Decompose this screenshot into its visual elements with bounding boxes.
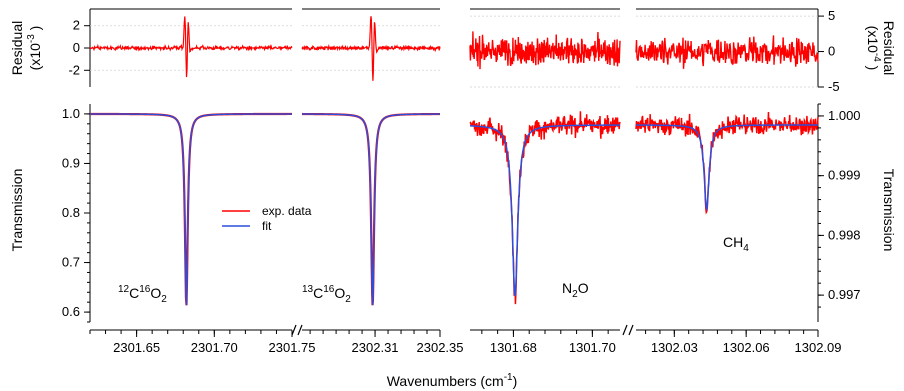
x-axis-title: Wavenumbers (cm-1) <box>387 372 518 389</box>
right-seg1-xtick-label: 1302.09 <box>795 340 842 355</box>
left-seg0-xtick-label: 2301.65 <box>113 340 160 355</box>
label-ch4: CH4 <box>723 234 749 254</box>
axis-labels: 1.0 0.9 0.8 0.7 0.6 2 0 -2 2301.65 2301.70 2301.75… <box>62 8 861 355</box>
right-seg0-residual-trace <box>469 31 621 70</box>
left-seg1-residual-trace <box>301 16 441 81</box>
right-seg0-fit-trace <box>469 124 620 296</box>
label-13co2: 13C16O2 <box>302 284 351 305</box>
left-res-ytick-label: 2 <box>73 18 80 33</box>
left-res-ytick-label: 0 <box>73 40 80 55</box>
right-res-ytick-label: 0 <box>828 44 835 59</box>
right-axis-break <box>628 324 634 336</box>
right-seg0-xtick-label: 1301.68 <box>490 340 537 355</box>
left-seg0-residual-trace <box>89 16 293 78</box>
plot-frame <box>84 8 824 337</box>
right-seg1-xtick-label: 1302.06 <box>723 340 770 355</box>
right-res-ytick-label: 5 <box>828 8 835 23</box>
left-residual-scale: (x10-3 ) <box>26 26 43 71</box>
left-trans-ytick-label: 1.0 <box>62 106 80 121</box>
left-seg0-xtick-label: 2301.75 <box>269 340 316 355</box>
left-seg0-xtick-label: 2301.70 <box>191 340 238 355</box>
data-traces <box>89 16 819 306</box>
left-axis-break <box>297 324 303 336</box>
legend-label-fit: fit <box>262 219 272 233</box>
left-trans-ytick-label: 0.7 <box>62 255 80 270</box>
left-trans-ytick-label: 0.8 <box>62 205 80 220</box>
left-seg1-xtick-label: 2302.31 <box>352 340 399 355</box>
right-residual-title: Residual <box>881 21 897 75</box>
legend: exp. data fit <box>222 204 312 233</box>
right-residual-scale: (x10-4 ) <box>865 26 882 71</box>
left-residual-title: Residual <box>9 21 25 75</box>
right-seg1-xtick-label: 1302.03 <box>651 340 698 355</box>
right-trans-ytick-label: 0.997 <box>828 287 861 302</box>
left-seg1-xtick-label: 2302.35 <box>417 340 464 355</box>
legend-label-exp: exp. data <box>262 204 312 218</box>
left-transmission-title: Transmission <box>9 169 25 252</box>
left-res-ytick-label: -2 <box>68 62 80 77</box>
right-trans-ytick-label: 1.000 <box>828 108 861 123</box>
left-trans-ytick-label: 0.6 <box>62 304 80 319</box>
left-seg0-fit-trace <box>90 113 292 306</box>
left-trans-ytick-label: 0.9 <box>62 155 80 170</box>
right-transmission-title: Transmission <box>881 169 897 252</box>
left-axis-break <box>291 324 297 336</box>
label-n2o: N2O <box>562 280 589 300</box>
right-seg1-fit-trace <box>636 124 819 212</box>
right-trans-ytick-label: 0.999 <box>828 168 861 183</box>
label-12co2: 12C16O2 <box>118 284 167 305</box>
right-seg0-xtick-label: 1301.70 <box>569 340 616 355</box>
right-seg1-residual-trace <box>635 35 819 69</box>
right-trans-ytick-label: 0.998 <box>828 227 861 242</box>
right-res-ytick-label: -5 <box>828 79 840 94</box>
left-seg1-fit-trace <box>302 113 441 306</box>
right-axis-break <box>622 324 628 336</box>
right-seg0-exp-trace <box>469 111 621 305</box>
